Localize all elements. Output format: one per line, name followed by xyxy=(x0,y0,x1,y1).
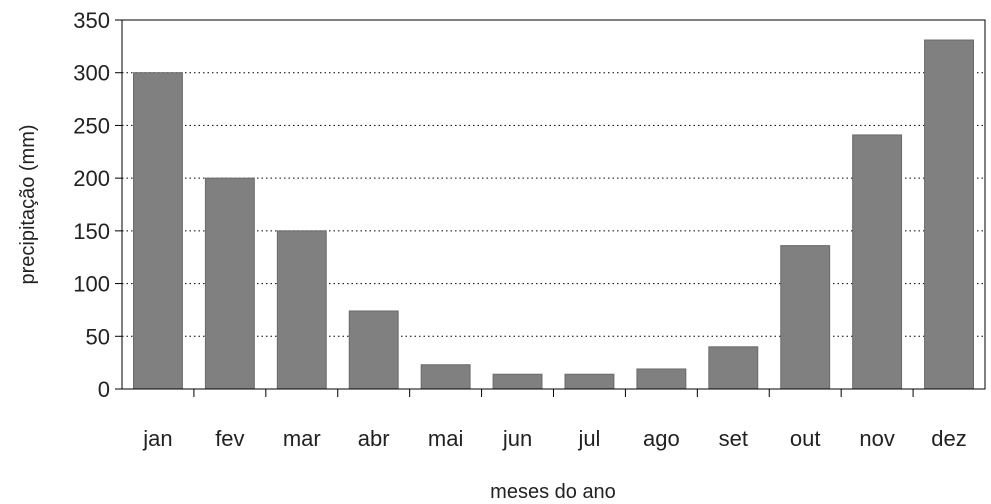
bar-mai xyxy=(420,364,471,390)
y-tick-label: 250 xyxy=(73,113,110,138)
bars xyxy=(133,39,974,390)
bar-jan xyxy=(133,72,183,390)
x-tick-label: nov xyxy=(859,426,894,451)
x-tick-label: mai xyxy=(428,426,463,451)
bar-jul xyxy=(564,373,615,390)
y-tick-label: 50 xyxy=(86,324,110,349)
x-tick-label: jul xyxy=(577,426,600,451)
y-axis-title: precipitação (mm) xyxy=(17,124,39,284)
y-axis-ticks: 0 50 100 150 200 250 300 350 xyxy=(73,8,122,402)
x-axis-ticks: jan fev mar abr mai jun jul ago set out nov dez xyxy=(142,389,967,451)
x-tick-label: set xyxy=(719,426,748,451)
bar-mar xyxy=(276,230,327,390)
bar-abr xyxy=(348,310,399,390)
bar-jun xyxy=(492,373,543,390)
bar-ago xyxy=(636,368,687,390)
x-tick-label: abr xyxy=(358,426,390,451)
bar-out xyxy=(780,245,831,390)
y-tick-label: 150 xyxy=(73,219,110,244)
x-axis-title: meses do ano xyxy=(490,481,616,503)
y-tick-label: 200 xyxy=(73,166,110,191)
x-tick-label: out xyxy=(790,426,821,451)
x-tick-label: mar xyxy=(283,426,321,451)
bar-set xyxy=(708,346,759,390)
y-tick-label: 300 xyxy=(73,61,110,86)
x-tick-label: dez xyxy=(931,426,966,451)
bar-nov xyxy=(852,134,903,390)
x-tick-label: ago xyxy=(643,426,680,451)
x-tick-label: jun xyxy=(502,426,532,451)
y-tick-label: 350 xyxy=(73,8,110,33)
x-tick-label: fev xyxy=(215,426,244,451)
y-tick-label: 100 xyxy=(73,272,110,297)
bar-fev xyxy=(204,177,255,390)
x-tick-label: jan xyxy=(142,426,172,451)
bar-dez xyxy=(924,39,974,390)
y-tick-label: 0 xyxy=(98,377,110,402)
